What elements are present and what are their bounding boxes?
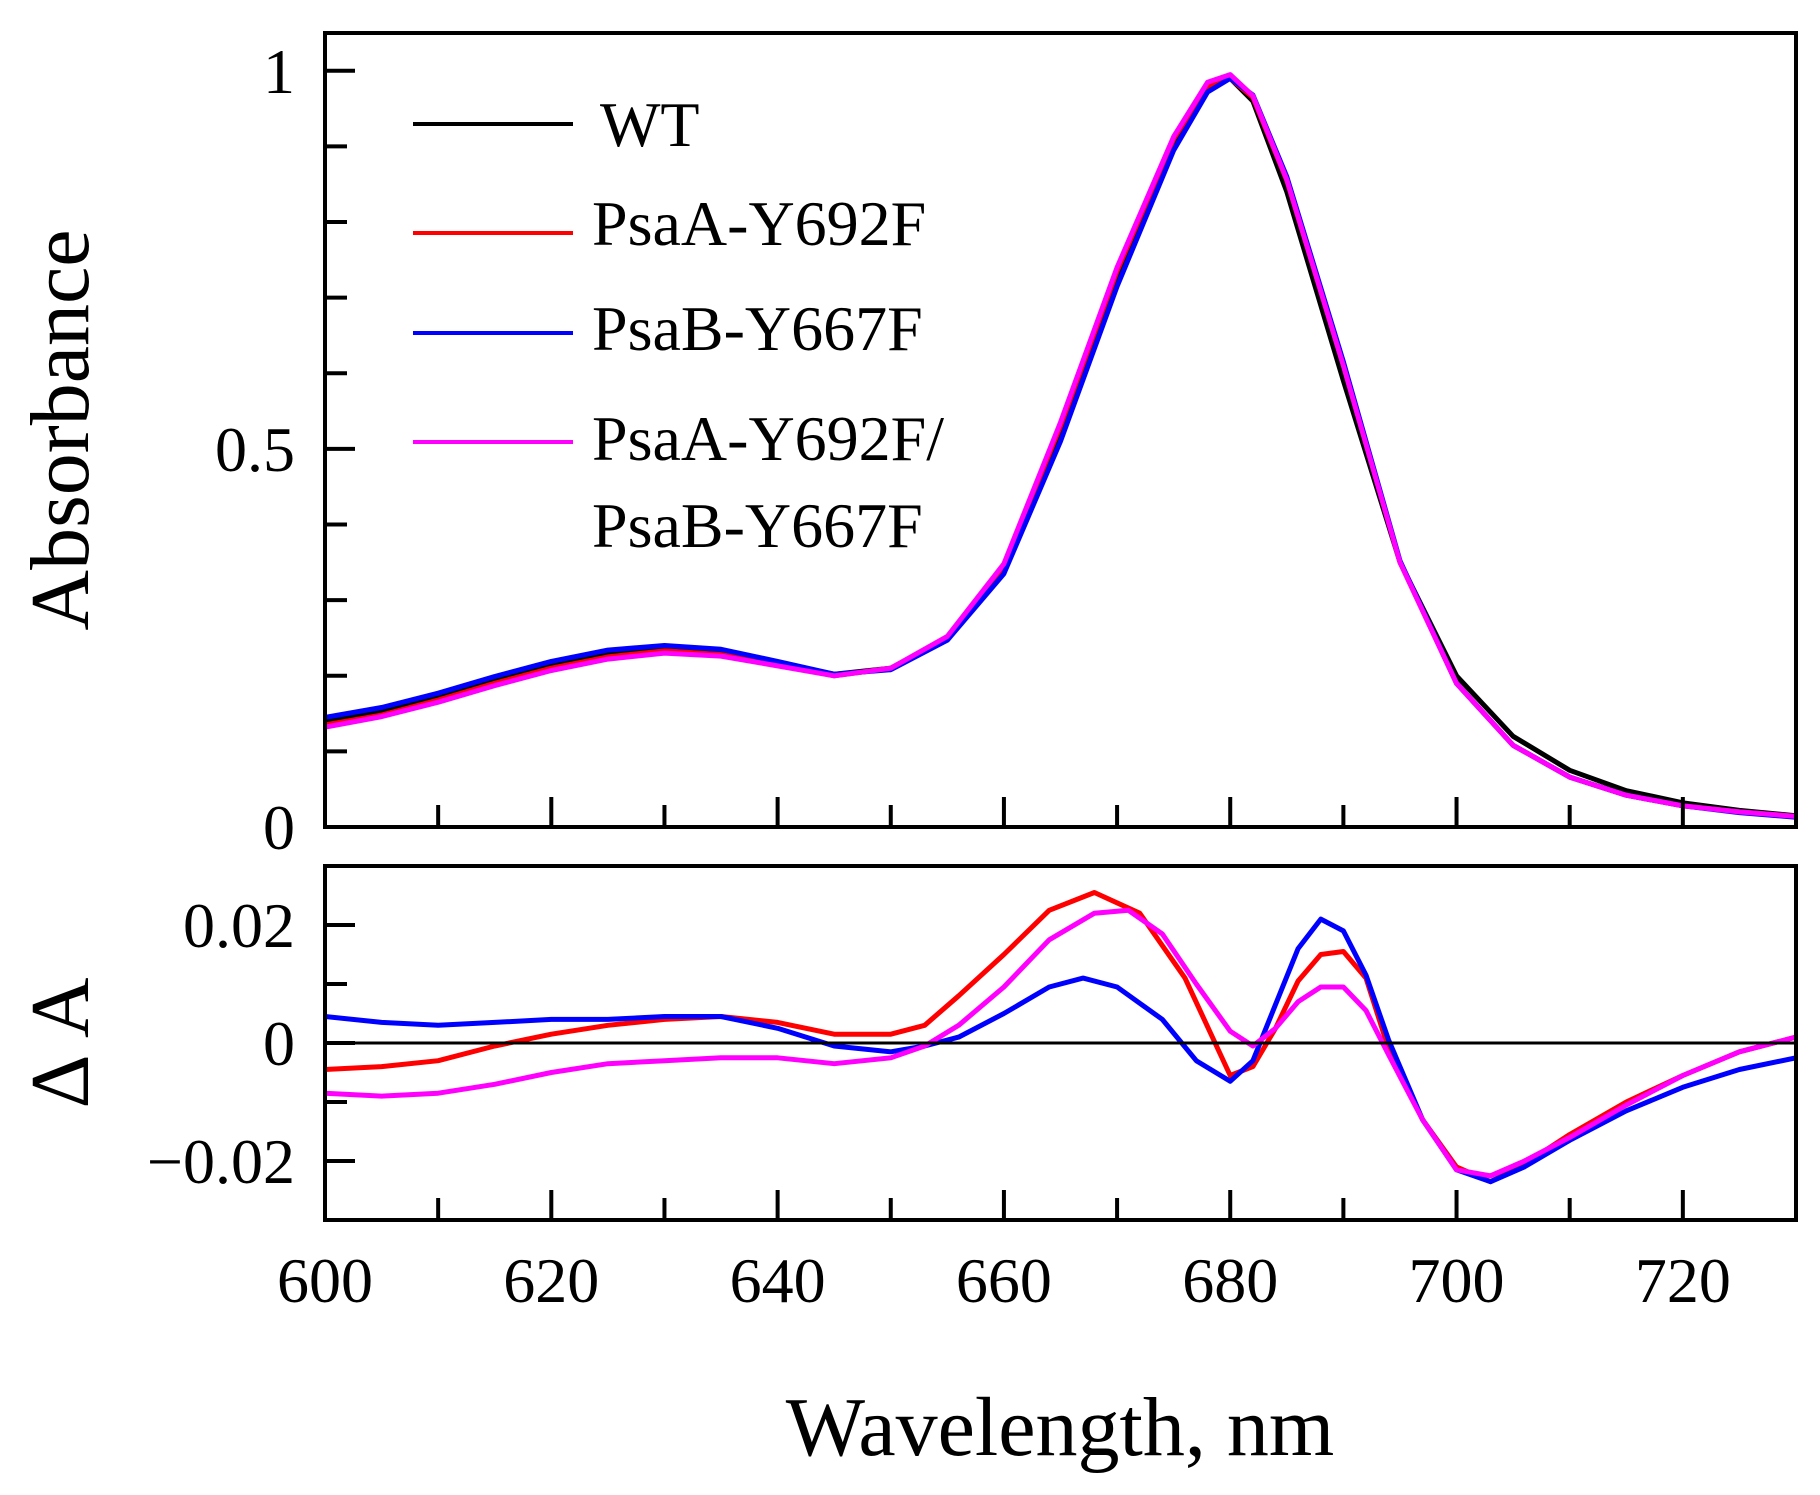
absorbance-series-psaa-y692f-psab-y667f [325, 72, 1796, 819]
absorbance-y-tick-labels: 00.51 [215, 36, 295, 863]
x-tick-label-600: 600 [277, 1245, 373, 1316]
difference-plot-frame [323, 864, 1798, 1222]
x-tick-label-700: 700 [1409, 1245, 1505, 1316]
difference-y-tick-label-0: 0 [263, 1008, 295, 1079]
x-tick-label-680: 680 [1182, 1245, 1278, 1316]
difference-axis-title: Δ A [14, 977, 107, 1108]
x-tick-label-660: 660 [956, 1245, 1052, 1316]
legend-entry-psab-y667f: PsaB-Y667F [413, 293, 923, 364]
difference-panel: 0.02 0 −0.02 600 620 640 660 680 700 720 Δ A Wav… [14, 864, 1798, 1474]
x-tick-label-620: 620 [503, 1245, 599, 1316]
absorbance-series-psab-y667f [325, 75, 1796, 820]
absorbance-panel: 00.51 Absorbance WT PsaA-Y692F PsaB-Y667… [14, 31, 1798, 863]
legend-label-psaa-y692f: PsaA-Y692F [592, 188, 926, 259]
absorbance-plot-frame [323, 31, 1798, 829]
difference-y-tick-label-0-02: 0.02 [183, 890, 295, 961]
absorbance-y-tick-label-0-5: 0.5 [215, 414, 295, 485]
difference-y-tick-label-0-02: −0.02 [147, 1126, 295, 1197]
x-tick-labels: 600 620 640 660 680 700 720 [277, 1245, 1731, 1316]
legend-label-psab-y667f: PsaB-Y667F [592, 293, 923, 364]
x-tick-label-720: 720 [1635, 1245, 1731, 1316]
x-tick-label-640: 640 [730, 1245, 826, 1316]
absorbance-axis-title: Absorbance [14, 229, 107, 630]
legend-entry-psaa-y692f: PsaA-Y692F [413, 188, 926, 259]
legend-entry-double-mutant: PsaA-Y692F/ PsaB-Y667F [413, 403, 944, 561]
x-axis-title: Wavelength, nm [786, 1381, 1334, 1474]
absorbance-y-tick-label-0: 0 [263, 792, 295, 863]
legend: WT PsaA-Y692F PsaB-Y667F PsaA-Y692F/ Psa… [413, 89, 944, 561]
legend-entry-wt: WT [413, 89, 700, 160]
legend-label-wt: WT [600, 89, 700, 160]
difference-series-psaa-y692f-psab-y667f [325, 907, 1796, 1179]
difference-y-tick-labels: 0.02 0 −0.02 [147, 890, 295, 1197]
absorbance-y-tick-label-1: 1 [263, 36, 295, 107]
difference-series-psab-y667f [325, 916, 1796, 1185]
legend-label-double-mutant-line2: PsaB-Y667F [592, 490, 923, 561]
absorbance-series-group [325, 72, 1796, 820]
legend-label-double-mutant-line1: PsaA-Y692F/ [592, 403, 944, 474]
difference-ticks [323, 923, 1685, 1220]
absorbance-ticks [323, 68, 1685, 829]
difference-series-group [325, 890, 1796, 1185]
